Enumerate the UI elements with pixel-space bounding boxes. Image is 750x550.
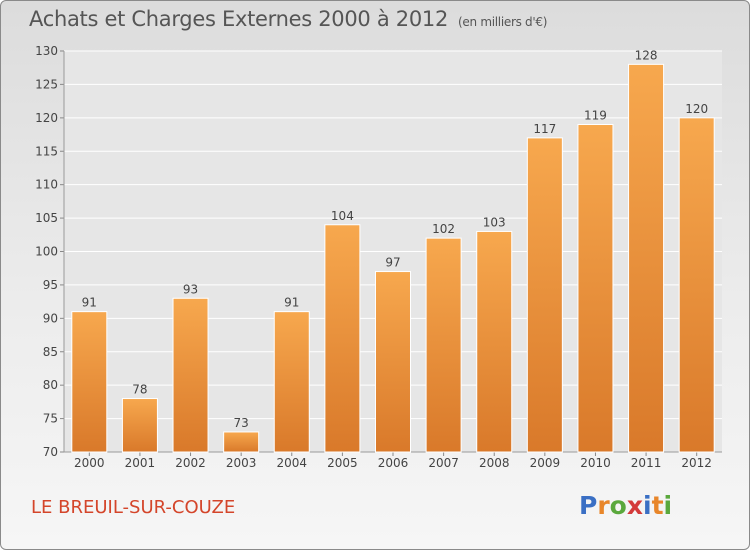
x-tick-label: 2010 [580,456,611,470]
bar [273,311,310,453]
bar [526,137,563,453]
logo-letter: r [597,491,610,520]
y-tick-label: 115 [35,144,58,158]
bar [425,237,462,453]
y-tick-label: 110 [35,178,58,192]
x-tick-label: 2011 [631,456,662,470]
x-tick-label: 2000 [74,456,105,470]
bar-chart: 70 75 80 85 90 95 100 105 110 115 120 125 130 91 2000… [35,44,722,470]
x-tick-label: 2006 [378,456,409,470]
y-tick-label: 125 [35,77,58,91]
data-label: 91 [284,296,299,310]
commune-name: LE BREUIL-SUR-COUZE [31,497,236,518]
y-tick-label: 70 [43,445,58,459]
data-label: 103 [483,215,506,229]
y-tick-label: 85 [43,345,58,359]
bar [172,297,209,453]
bar [324,224,361,453]
logo-letter: i [643,491,652,520]
logo-letter: o [609,491,627,520]
x-tick-label: 2003 [226,456,257,470]
y-tick-label: 120 [35,111,58,125]
labels: 91 2000 78 2001 93 2002 73 2003 91 2004 104 2005 97 2… [74,48,712,470]
bar [121,398,158,453]
bar [678,117,715,453]
y-tick-label: 80 [43,378,58,392]
data-label: 93 [183,282,198,296]
data-label: 119 [584,109,607,123]
data-label: 73 [234,416,249,430]
y-tick-label: 100 [35,245,58,259]
bar [577,124,614,453]
data-label: 91 [82,296,97,310]
data-label: 97 [385,256,400,270]
data-label: 102 [432,222,455,236]
proxiti-logo: Proxiti [579,491,672,520]
x-tick-label: 2012 [681,456,712,470]
bar [628,63,665,453]
logo-letter: t [651,491,664,520]
data-label: 104 [331,209,354,223]
bars [71,63,715,453]
chart-subtitle: (en milliers d'€) [458,15,548,29]
bar [375,271,411,453]
bar [223,431,260,453]
y-tick-label: 90 [43,311,58,325]
data-label: 78 [132,383,147,397]
logo-letter: x [626,491,643,520]
chart-title: Achats et Charges Externes 2000 à 2012 (e… [29,7,547,31]
x-tick-label: 2004 [276,456,307,470]
axes: 70 75 80 85 90 95 100 105 110 115 120 125 130 [35,44,722,459]
y-tick-label: 130 [35,44,58,58]
chart-title-text: Achats et Charges Externes 2000 à 2012 [29,7,449,31]
data-label: 117 [533,122,556,136]
bar [476,230,513,453]
x-tick-label: 2002 [175,456,206,470]
y-tick-label: 75 [43,412,58,426]
bar [71,311,108,453]
x-tick-label: 2007 [428,456,459,470]
logo-letter: P [579,491,598,520]
data-label: 128 [635,48,658,62]
data-label: 120 [685,102,708,116]
y-tick-label: 105 [35,211,58,225]
x-tick-label: 2005 [327,456,358,470]
x-tick-label: 2001 [125,456,156,470]
x-tick-label: 2009 [530,456,561,470]
y-tick-label: 95 [43,278,58,292]
x-tick-label: 2008 [479,456,510,470]
logo-letter: i [663,491,673,520]
